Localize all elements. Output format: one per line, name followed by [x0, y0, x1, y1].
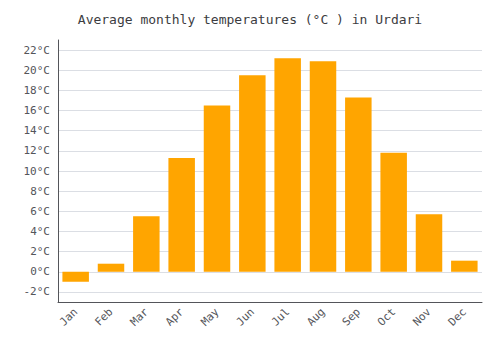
- svg-text:Jun: Jun: [234, 305, 257, 328]
- svg-text:May: May: [198, 305, 221, 328]
- svg-text:12°C: 12°C: [24, 144, 51, 157]
- svg-text:Sep: Sep: [340, 305, 363, 328]
- svg-text:Oct: Oct: [375, 305, 398, 328]
- svg-text:14°C: 14°C: [24, 124, 51, 137]
- svg-text:Aug: Aug: [304, 305, 327, 328]
- svg-text:18°C: 18°C: [24, 84, 51, 97]
- svg-text:8°C: 8°C: [30, 185, 50, 198]
- svg-text:0°C: 0°C: [30, 265, 50, 278]
- svg-text:-2°C: -2°C: [24, 285, 51, 298]
- svg-text:Jul: Jul: [269, 305, 292, 328]
- svg-text:20°C: 20°C: [24, 64, 51, 77]
- svg-text:Dec: Dec: [446, 305, 469, 328]
- svg-text:22°C: 22°C: [24, 44, 51, 57]
- svg-text:Average monthly temperatures (: Average monthly temperatures (°C ) in Ur…: [78, 12, 422, 27]
- svg-text:Feb: Feb: [92, 305, 115, 328]
- svg-text:Jan: Jan: [57, 305, 80, 328]
- svg-text:Nov: Nov: [410, 305, 433, 328]
- svg-text:10°C: 10°C: [24, 165, 51, 178]
- svg-text:4°C: 4°C: [30, 225, 50, 238]
- svg-text:16°C: 16°C: [24, 104, 51, 117]
- svg-text:2°C: 2°C: [30, 245, 50, 258]
- svg-text:Apr: Apr: [163, 305, 186, 328]
- svg-text:6°C: 6°C: [30, 205, 50, 218]
- svg-text:Mar: Mar: [128, 305, 151, 328]
